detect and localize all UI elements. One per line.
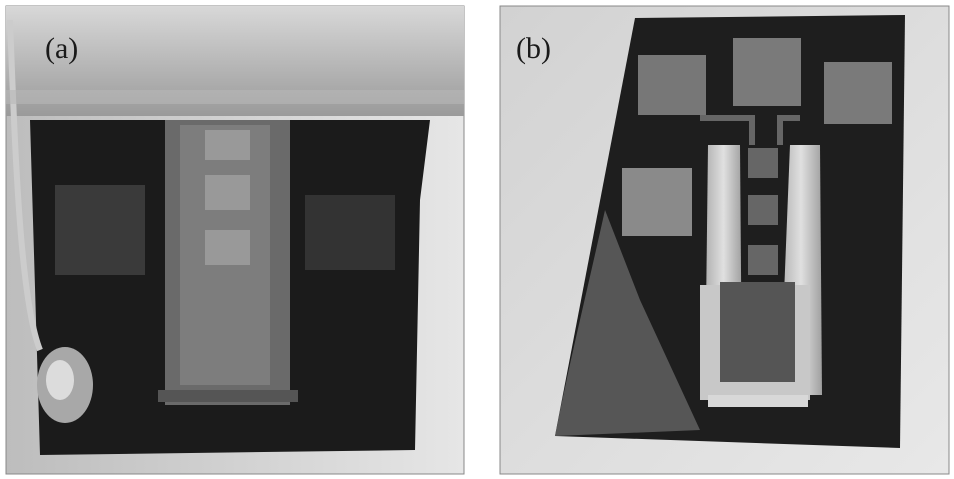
photo-a: (a) — [6, 6, 464, 474]
photo-b: (b) — [500, 6, 949, 474]
figure: (a) (b) — [0, 0, 954, 479]
panel-label: (a) — [45, 32, 78, 65]
panel-label: (b) — [516, 32, 551, 65]
